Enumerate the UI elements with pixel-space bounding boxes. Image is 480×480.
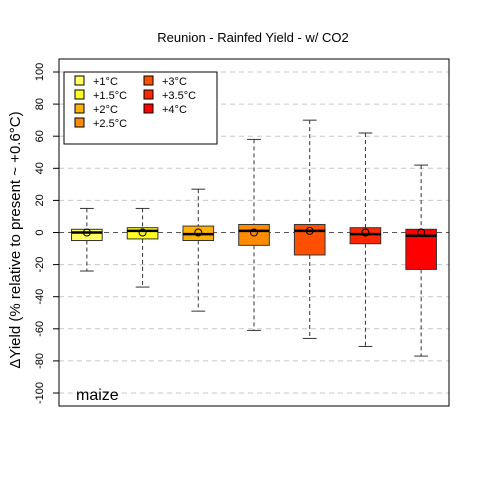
box-body bbox=[293, 223, 326, 256]
legend: +1°C +1.5°C +2°C +2.5°C +3°C +3.5°C +4°C bbox=[63, 71, 218, 145]
legend-label: +1°C bbox=[93, 76, 118, 88]
legend-swatch bbox=[143, 103, 154, 114]
box-3 bbox=[182, 188, 215, 312]
chart-title: Reunion - Rainfed Yield - w/ CO2 bbox=[157, 30, 348, 45]
y-axis: -100 -80 -60 -40 -20 0 20 40 60 80 100 bbox=[34, 63, 60, 404]
y-axis-label: ΔYield (% relative to present ~ +0.6°C) bbox=[7, 111, 24, 368]
legend-label: +3.5°C bbox=[162, 90, 196, 102]
mean-marker bbox=[250, 228, 258, 237]
y-tick-label: 0 bbox=[34, 229, 46, 235]
crop-annotation: maize bbox=[76, 387, 119, 404]
y-tick-label: -20 bbox=[34, 257, 46, 273]
legend-swatch bbox=[74, 103, 85, 114]
mean-marker bbox=[82, 228, 91, 237]
legend-label: +2°C bbox=[93, 104, 118, 116]
legend-swatch bbox=[74, 75, 85, 86]
box-2 bbox=[126, 207, 159, 288]
y-tick-label: 100 bbox=[34, 63, 46, 81]
y-tick-label: -80 bbox=[34, 353, 46, 369]
legend-label: +3°C bbox=[162, 76, 187, 88]
boxes-layer bbox=[71, 119, 437, 357]
box-body bbox=[126, 227, 159, 240]
box-6 bbox=[349, 132, 382, 347]
box-4 bbox=[238, 138, 270, 331]
legend-swatch bbox=[74, 117, 85, 128]
y-tick-label: 80 bbox=[34, 98, 46, 110]
mean-marker bbox=[305, 226, 314, 235]
mean-marker bbox=[194, 228, 203, 237]
y-tick-label: -60 bbox=[34, 321, 46, 337]
legend-label: +2.5°C bbox=[93, 118, 127, 130]
box-body bbox=[71, 228, 103, 242]
box-1 bbox=[71, 207, 103, 272]
plot-border bbox=[58, 58, 450, 407]
mean-marker bbox=[417, 228, 426, 237]
y-tick-label: 40 bbox=[34, 162, 46, 174]
legend-box bbox=[63, 71, 218, 145]
legend-swatch bbox=[74, 89, 85, 100]
y-tick-label: 20 bbox=[34, 194, 46, 206]
legend-label: +1.5°C bbox=[93, 90, 127, 102]
mean-marker bbox=[361, 228, 370, 237]
mean-marker bbox=[138, 228, 147, 237]
box-7 bbox=[405, 164, 437, 357]
box-5 bbox=[293, 119, 326, 339]
legend-label: +4°C bbox=[162, 104, 187, 116]
legend-swatch bbox=[143, 75, 154, 86]
box-body bbox=[238, 223, 270, 246]
legend-swatch bbox=[143, 89, 154, 100]
y-tick-label: 60 bbox=[34, 130, 46, 142]
y-tick-label: -40 bbox=[34, 289, 46, 305]
y-tick-label: -100 bbox=[34, 382, 46, 404]
